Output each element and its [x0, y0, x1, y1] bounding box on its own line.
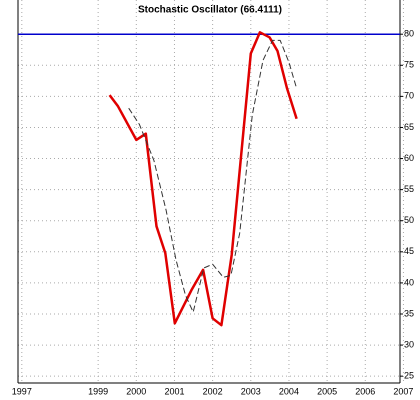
x-tick-label: 1999	[88, 386, 108, 396]
x-tick-label: 2002	[203, 386, 223, 396]
y-tick-label: 30	[404, 339, 414, 349]
x-tick-label: 2006	[355, 386, 375, 396]
y-tick-label: 35	[404, 308, 414, 318]
chart-title: Stochastic Oscillator (66.4111)	[138, 5, 282, 16]
y-tick-label: 80	[404, 29, 414, 39]
y-tick-label: 65	[404, 122, 414, 132]
x-tick-label: 2004	[279, 386, 299, 396]
x-tick-label: 2000	[126, 386, 146, 396]
y-tick-label: 50	[404, 215, 414, 225]
x-tick-label: 1997	[12, 386, 32, 396]
series-line	[128, 39, 298, 313]
series-line	[108, 31, 298, 327]
y-tick-label: 75	[404, 60, 414, 70]
x-tick-label: 2007	[393, 386, 413, 396]
y-tick-label: 40	[404, 277, 414, 287]
x-tick-label: 2001	[164, 386, 184, 396]
y-tick-label: 70	[404, 91, 414, 101]
x-tick-label: 2005	[317, 386, 337, 396]
y-tick-label: 45	[404, 246, 414, 256]
y-tick-label: 25	[404, 371, 414, 381]
x-tick-label: 2003	[241, 386, 261, 396]
y-tick-label: 60	[404, 153, 414, 163]
y-tick-label: 55	[404, 184, 414, 194]
